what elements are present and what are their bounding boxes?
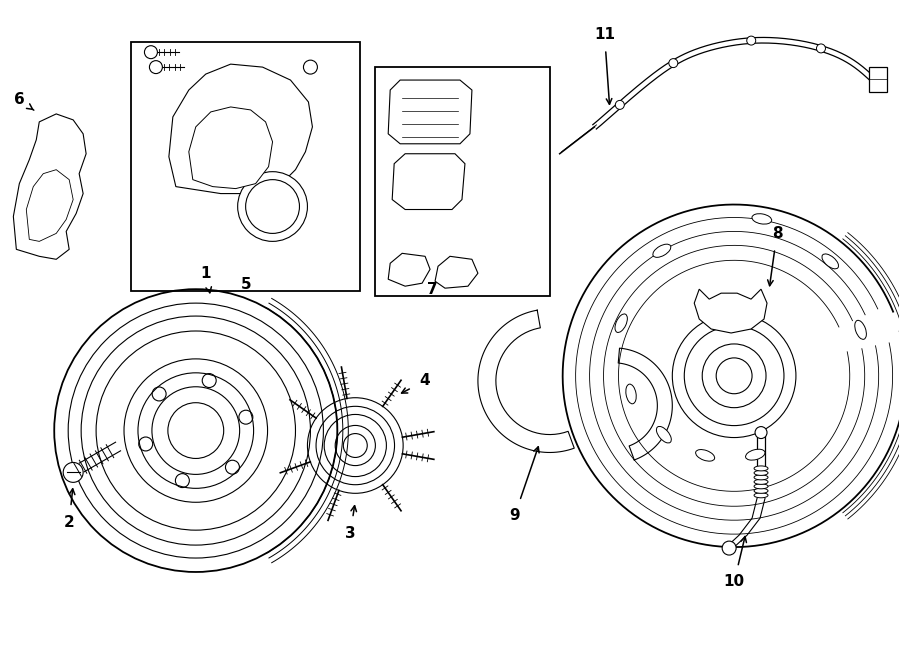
Circle shape [238,172,308,241]
Text: 8: 8 [771,226,782,241]
Ellipse shape [754,484,768,489]
Polygon shape [618,348,672,460]
Polygon shape [478,310,574,453]
Polygon shape [388,80,472,144]
Polygon shape [392,154,465,210]
Ellipse shape [754,475,768,480]
Ellipse shape [656,426,671,443]
Bar [131,42,360,291]
Polygon shape [868,67,886,92]
Text: 10: 10 [724,574,744,590]
Polygon shape [435,256,478,288]
Ellipse shape [754,488,768,493]
Text: 3: 3 [345,525,356,541]
Ellipse shape [615,314,627,332]
Polygon shape [169,64,312,194]
Ellipse shape [822,254,839,269]
Polygon shape [26,170,73,241]
Ellipse shape [626,384,636,404]
Text: 7: 7 [427,282,437,297]
Ellipse shape [754,493,768,498]
Ellipse shape [754,471,768,475]
Circle shape [303,60,318,74]
Circle shape [63,463,83,483]
Polygon shape [388,253,430,286]
Text: 5: 5 [240,277,251,292]
Circle shape [755,426,767,438]
Ellipse shape [652,244,670,257]
Circle shape [144,46,158,59]
Circle shape [722,541,736,555]
Text: 2: 2 [64,515,75,529]
Circle shape [669,59,678,67]
Polygon shape [14,114,86,259]
Text: 11: 11 [594,26,615,42]
Polygon shape [189,107,273,188]
Circle shape [616,100,625,109]
Ellipse shape [754,466,768,471]
Text: 9: 9 [509,508,520,523]
Circle shape [816,44,825,53]
Text: 6: 6 [14,93,24,108]
Bar [375,67,550,296]
Text: 4: 4 [419,373,430,388]
Ellipse shape [745,449,765,460]
Circle shape [149,61,162,73]
Ellipse shape [754,479,768,485]
Ellipse shape [855,321,867,339]
Text: 1: 1 [201,266,211,281]
Circle shape [747,36,756,45]
Ellipse shape [752,214,771,224]
Ellipse shape [696,449,715,461]
Polygon shape [694,289,767,333]
